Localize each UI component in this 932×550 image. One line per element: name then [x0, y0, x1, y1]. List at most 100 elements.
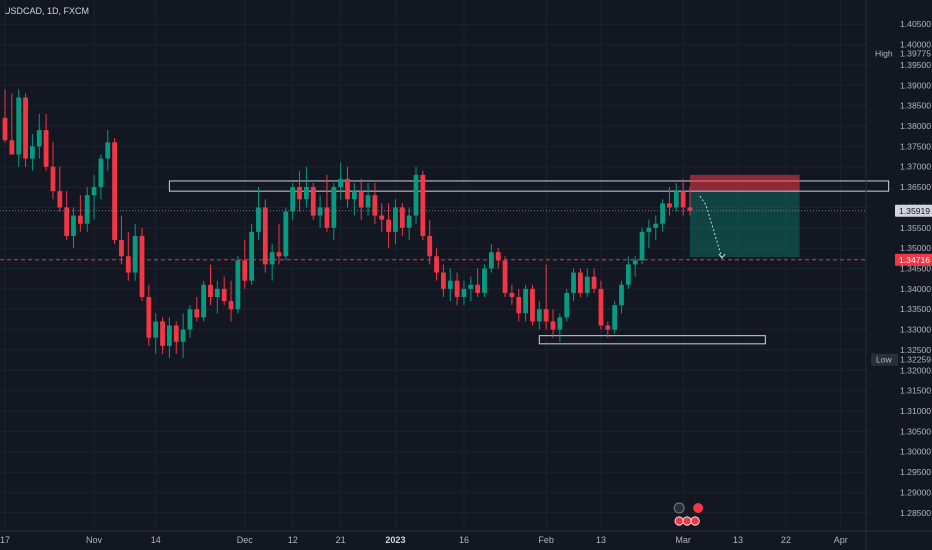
- time-tick-label: 14: [151, 535, 161, 545]
- high-value: 1.39775: [900, 49, 931, 59]
- candle-body: [269, 252, 275, 265]
- candle-body: [358, 191, 364, 208]
- candle-body: [502, 260, 508, 293]
- candle-body: [468, 284, 474, 289]
- high-label: High: [875, 49, 893, 59]
- candle-body: [454, 280, 460, 297]
- candle-body: [441, 272, 446, 289]
- candle-body: [208, 284, 213, 297]
- last-price-tag-bg: [895, 204, 932, 217]
- level-price-tag-bg: [895, 253, 932, 266]
- candle-body: [447, 280, 453, 289]
- candle-body: [91, 187, 97, 196]
- candle-body: [475, 284, 481, 293]
- price-tick-label: 1.31500: [900, 386, 931, 396]
- zone-rect-1[interactable]: [168, 180, 890, 192]
- candle-body: [249, 231, 254, 281]
- candle-body: [660, 203, 665, 224]
- time-tick-label: 13: [733, 535, 743, 545]
- candle-body: [201, 284, 207, 318]
- drawn-zones: [168, 180, 890, 345]
- price-axis[interactable]: 1.40500 1.40000 1.39500 1.39000 1.38500 1.380…: [871, 19, 932, 518]
- price-lines: [0, 210, 866, 261]
- candle-body: [673, 191, 679, 208]
- candle-body: [495, 252, 501, 261]
- high-badge-bg: [871, 47, 932, 60]
- candle-body: [125, 256, 131, 273]
- candle-body: [30, 146, 35, 159]
- candle-body: [372, 195, 378, 216]
- candle-body: [550, 321, 556, 330]
- stop-loss-zone[interactable]: [690, 174, 800, 192]
- candle-body: [112, 142, 117, 240]
- candle-body: [379, 215, 385, 220]
- candle-body: [194, 309, 200, 318]
- low-label: Low: [876, 355, 893, 365]
- candle-body: [413, 174, 419, 216]
- candle-body: [160, 321, 165, 346]
- candle-body: [667, 203, 672, 208]
- candle-body: [256, 207, 261, 232]
- price-tick-label: 1.39500: [900, 60, 931, 70]
- flag-icon: [674, 516, 684, 526]
- candle-body: [276, 252, 282, 257]
- candle-body: [338, 178, 344, 188]
- candle-body: [77, 215, 83, 224]
- time-tick-label: 16: [459, 535, 469, 545]
- candle-body: [351, 191, 357, 200]
- candle-body: [2, 117, 8, 141]
- candle-body: [584, 276, 590, 293]
- candle-body: [482, 268, 487, 293]
- alert-icon: [693, 503, 704, 513]
- zone-rect-2[interactable]: [538, 335, 766, 345]
- candle-body: [420, 174, 426, 236]
- candle-body: [632, 260, 638, 265]
- candle-body: [173, 325, 179, 342]
- flag-icon: [690, 516, 700, 526]
- candle-body: [84, 195, 90, 224]
- price-tick-label: 1.31000: [900, 406, 931, 416]
- candle-body: [331, 187, 337, 228]
- time-tick-label: 17: [0, 535, 10, 545]
- symbol-title: USDCAD, 1D, FXCM: [4, 6, 90, 16]
- time-tick-label: 21: [336, 535, 346, 545]
- low-value: 1.32259: [900, 355, 931, 365]
- time-tick-label: 12: [288, 535, 298, 545]
- price-tick-label: 1.29500: [900, 467, 931, 477]
- candle-body: [509, 292, 515, 297]
- candle-body: [365, 195, 371, 208]
- price-tick-label: 1.32000: [900, 365, 931, 375]
- candle-body: [324, 207, 330, 228]
- candle-body: [536, 309, 542, 322]
- short-position-tool[interactable]: [690, 174, 800, 259]
- candle-body: [36, 130, 42, 147]
- candle-body: [571, 272, 576, 293]
- candle-body: [180, 329, 186, 342]
- candle-body: [605, 325, 611, 330]
- flag-icon: [682, 516, 692, 526]
- candle-body: [543, 309, 549, 322]
- candle-body: [591, 276, 597, 289]
- candlestick-series: [2, 89, 693, 359]
- price-tick-label: 1.36500: [900, 182, 931, 192]
- candle-body: [639, 231, 645, 261]
- candle-body: [290, 187, 296, 212]
- candle-body: [680, 191, 686, 208]
- candle-body: [488, 252, 494, 269]
- candle-body: [516, 297, 522, 314]
- candle-body: [625, 264, 631, 285]
- candle-body: [57, 191, 63, 208]
- candle-body: [304, 187, 309, 200]
- candle-body: [434, 256, 439, 273]
- price-tick-label: 1.29000: [900, 487, 931, 497]
- time-tick-label: Mar: [675, 535, 691, 545]
- take-profit-zone[interactable]: [690, 191, 800, 258]
- candle-body: [687, 207, 693, 211]
- price-tick-label: 1.37500: [900, 141, 931, 151]
- candle-body: [461, 288, 467, 297]
- price-tick-label: 1.33000: [900, 325, 931, 335]
- level-price-tag: 1.34716: [899, 255, 930, 265]
- candle-body: [523, 288, 528, 314]
